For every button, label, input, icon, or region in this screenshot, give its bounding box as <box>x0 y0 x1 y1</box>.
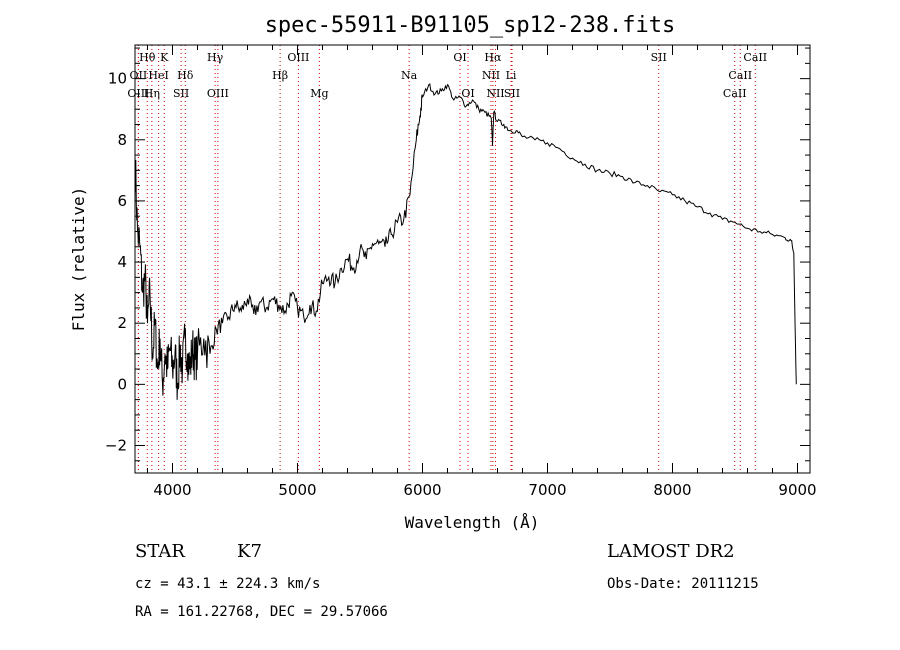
survey-name: LAMOST DR2 <box>607 541 735 562</box>
x-tick-label: 6000 <box>403 481 441 499</box>
y-tick-label: 0 <box>117 375 127 393</box>
spectrum-line <box>134 83 797 400</box>
spectral-line-label: Na <box>401 69 418 82</box>
coordinates: RA = 161.22768, DEC = 29.57066 <box>135 604 388 620</box>
y-tick-label: 2 <box>117 314 127 332</box>
x-tick-label: 9000 <box>778 481 816 499</box>
x-tick-label: 4000 <box>153 481 191 499</box>
y-tick-label: −2 <box>105 436 127 454</box>
spectral-line-label: Hθ <box>139 51 156 64</box>
spectral-line-label: OIII <box>287 51 309 64</box>
spectral-line-label: OIII <box>207 87 229 100</box>
spectral-line-label: Hγ <box>207 51 224 64</box>
object-class: STAR <box>135 541 185 562</box>
redshift-value: cz = 43.1 ± 224.3 km/s <box>135 576 321 592</box>
y-tick-label: 10 <box>108 70 127 88</box>
spectral-line-label: SII <box>504 87 520 100</box>
x-axis-label: Wavelength (Å) <box>405 513 540 532</box>
chart-title: spec-55911-B91105_sp12-238.fits <box>265 13 676 38</box>
y-tick-label: 8 <box>117 131 127 149</box>
spectral-line-label: Hδ <box>177 69 194 82</box>
spectral-line-label: OI <box>453 51 466 64</box>
spectral-line-label: NII <box>486 87 504 100</box>
x-tick-label: 5000 <box>278 481 316 499</box>
object-subclass: K7 <box>237 541 262 562</box>
spectral-line-label: OII <box>130 69 148 82</box>
y-tick-label: 6 <box>117 192 127 210</box>
spectral-line-label: Hα <box>484 51 502 64</box>
spectral-line-label: Hβ <box>272 69 288 82</box>
spectral-line-label: Mg <box>310 87 328 100</box>
spectral-line-label: SII <box>173 87 189 100</box>
spectral-line-label: CaII <box>743 51 767 64</box>
y-axis-label: Flux (relative) <box>69 187 88 332</box>
spectral-line-label: HeI <box>148 69 168 82</box>
spectral-line-label: NII <box>482 69 500 82</box>
spectral-line-label: Li <box>506 69 517 82</box>
y-tick-label: 4 <box>117 253 127 271</box>
x-tick-label: 8000 <box>653 481 691 499</box>
spectral-line-label: CaII <box>723 87 747 100</box>
spectral-line-label: CaII <box>728 69 752 82</box>
spectral-line-label: OI <box>461 87 474 100</box>
spectral-line-label: SII <box>651 51 667 64</box>
plot-frame <box>134 44 811 474</box>
spectral-line-label: K <box>160 51 169 64</box>
obs-date: Obs-Date: 20111215 <box>607 576 759 592</box>
x-tick-label: 7000 <box>528 481 566 499</box>
spectral-line-label: Hη <box>144 87 160 100</box>
